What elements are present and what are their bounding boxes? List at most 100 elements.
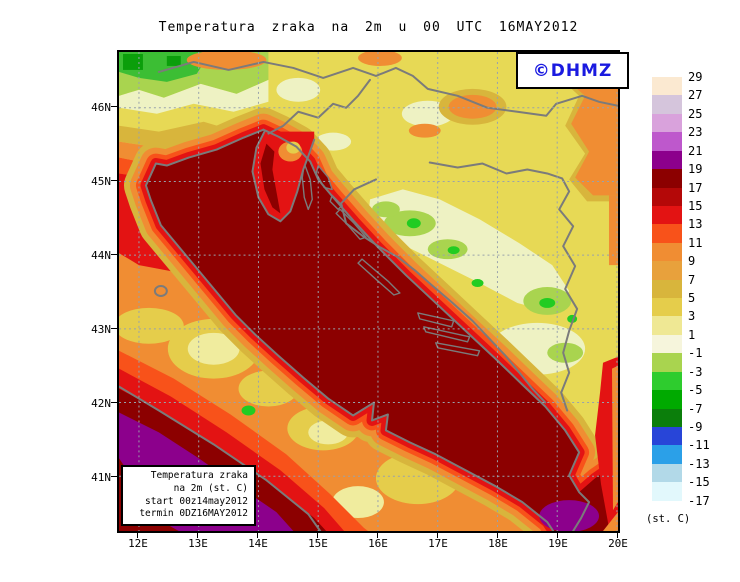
colorbar-swatch bbox=[652, 371, 682, 391]
temperature-map bbox=[119, 52, 618, 531]
island-outline bbox=[357, 258, 401, 296]
colorbar-label: -17 bbox=[688, 493, 710, 508]
purple-ridge bbox=[539, 500, 600, 531]
border-slovenia-croatia bbox=[267, 78, 371, 135]
dhmz-watermark-box: ©DHMZ bbox=[516, 52, 629, 89]
warm-patch bbox=[358, 52, 402, 66]
lagoon-outline bbox=[153, 285, 168, 297]
inset-legend-line: na 2m (st. C) bbox=[173, 482, 248, 494]
cold-dot bbox=[447, 246, 460, 255]
axis-tick bbox=[137, 533, 138, 538]
colorbar-swatch bbox=[652, 334, 682, 354]
x-tick-label: 19E bbox=[548, 537, 568, 550]
colorbar-label: 27 bbox=[688, 88, 703, 103]
map-frame bbox=[117, 50, 620, 533]
x-tick-label: 18E bbox=[488, 537, 508, 550]
axis-tick bbox=[111, 254, 117, 255]
colorbar-unit-label: (st. C) bbox=[646, 513, 691, 525]
axis-tick bbox=[497, 533, 498, 538]
colorbar-swatch bbox=[652, 353, 682, 372]
y-tick-label: 46N bbox=[91, 101, 111, 114]
y-tick-label: 41N bbox=[91, 471, 111, 484]
dalmatian-islands bbox=[301, 162, 481, 357]
colorbar-label: -11 bbox=[688, 438, 710, 453]
axis-tick bbox=[111, 402, 117, 403]
istria-peninsula bbox=[251, 130, 316, 223]
axis-tick bbox=[111, 106, 117, 107]
island-outline bbox=[435, 342, 481, 357]
warm-patch bbox=[448, 94, 497, 119]
temp-band-pale bbox=[119, 79, 269, 114]
y-tick-label: 42N bbox=[91, 397, 111, 410]
border-bosnia-croatia bbox=[340, 178, 547, 404]
x-tick-label: 13E bbox=[188, 537, 208, 550]
colorbar-label: -5 bbox=[688, 382, 703, 397]
axis-tick bbox=[557, 533, 558, 538]
country-borders bbox=[119, 60, 618, 531]
axis-tick bbox=[437, 533, 438, 538]
colorbar-swatch bbox=[652, 242, 682, 262]
orange-edge-strip bbox=[608, 195, 618, 266]
axis-tick bbox=[257, 533, 258, 538]
colorbar-label: 9 bbox=[688, 254, 696, 269]
colorbar-swatch bbox=[652, 463, 682, 483]
cold-dot bbox=[406, 218, 421, 229]
cold-dot bbox=[471, 279, 484, 288]
colorbar-labels: 29 27 25 23 21 19 17 15 13 11 9 7 5 3 1 … bbox=[688, 70, 710, 519]
mild-blob-core bbox=[187, 332, 240, 365]
coastline-west bbox=[144, 128, 555, 531]
colorbar-swatch bbox=[652, 95, 682, 114]
colorbar-swatch bbox=[652, 169, 682, 188]
cold-spot bbox=[123, 53, 143, 70]
colorbar-swatch bbox=[652, 132, 682, 151]
colorbar bbox=[652, 77, 682, 501]
colorbar-swatch bbox=[652, 205, 682, 225]
istria-mild-core bbox=[286, 141, 301, 154]
x-tick-label: 12E bbox=[128, 537, 148, 550]
colorbar-label: 11 bbox=[688, 235, 703, 250]
colorbar-label: 21 bbox=[688, 143, 703, 158]
y-tick-label: 43N bbox=[91, 323, 111, 336]
y-tick-label: 45N bbox=[91, 175, 111, 188]
axis-tick bbox=[111, 180, 117, 181]
cold-dot bbox=[539, 297, 556, 308]
colorbar-label: -9 bbox=[688, 419, 703, 434]
x-tick-label: 14E bbox=[248, 537, 268, 550]
coastline-east bbox=[262, 128, 591, 531]
y-tick-label: 44N bbox=[91, 249, 111, 262]
border-north bbox=[157, 60, 618, 117]
inset-legend-line: start 00z14may2012 bbox=[145, 495, 248, 507]
colorbar-label: 29 bbox=[688, 69, 703, 84]
axis-tick bbox=[111, 476, 117, 477]
colorbar-label: 3 bbox=[688, 309, 696, 324]
coastlines bbox=[144, 128, 591, 531]
colorbar-swatch bbox=[652, 150, 682, 170]
east-warm-region bbox=[547, 65, 618, 266]
warm-patch bbox=[408, 123, 441, 138]
axis-tick bbox=[317, 533, 318, 538]
colorbar-label: 25 bbox=[688, 106, 703, 121]
colorbar-label: -7 bbox=[688, 401, 703, 416]
colorbar-label: 15 bbox=[688, 198, 703, 213]
colorbar-label: -1 bbox=[688, 346, 703, 361]
colorbar-label: 5 bbox=[688, 290, 696, 305]
x-tick-label: 20E bbox=[608, 537, 628, 550]
orange-core bbox=[555, 69, 618, 196]
border-apennine-line bbox=[119, 385, 322, 531]
inset-legend-line: Temperatura zraka bbox=[150, 470, 248, 481]
colorbar-swatch bbox=[652, 390, 682, 409]
corner-orange bbox=[603, 512, 618, 531]
colorbar-label: -15 bbox=[688, 475, 710, 490]
colorbar-label: -3 bbox=[688, 364, 703, 379]
page-title: Temperatura zraka na 2m u 00 UTC 16MAY20… bbox=[158, 20, 579, 35]
axis-tick bbox=[111, 328, 117, 329]
colorbar-swatch bbox=[652, 445, 682, 464]
colorbar-label: 7 bbox=[688, 272, 696, 287]
island-outline bbox=[417, 312, 455, 328]
colorbar-swatch bbox=[652, 224, 682, 243]
pale-patch bbox=[276, 77, 321, 102]
colorbar-swatch bbox=[652, 408, 682, 428]
colorbar-swatch bbox=[652, 316, 682, 335]
dhmz-label: ©DHMZ bbox=[532, 60, 613, 81]
